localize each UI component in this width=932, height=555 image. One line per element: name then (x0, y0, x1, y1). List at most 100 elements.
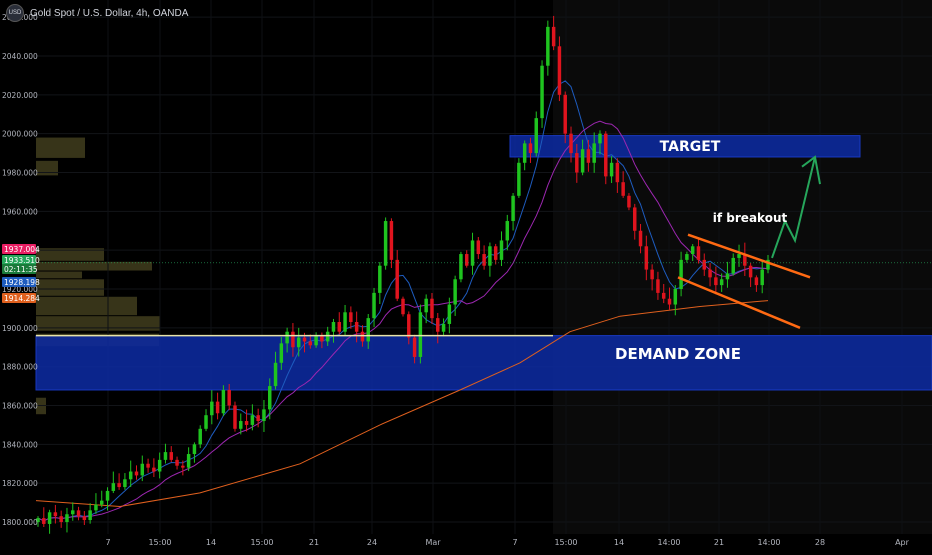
candle-body (163, 452, 168, 460)
candle-body (586, 149, 591, 163)
candle-body (36, 518, 40, 522)
candle-body (65, 514, 69, 522)
candle-body (250, 415, 255, 425)
candle-body (308, 341, 313, 346)
candle-body (169, 452, 173, 460)
candle-body (436, 318, 440, 332)
candle-body (488, 246, 492, 266)
x-tick-label: 21 (714, 538, 724, 547)
volume-profile-bar (36, 160, 58, 176)
x-tick-label: 14 (614, 538, 624, 547)
x-tick-label: 28 (815, 538, 825, 547)
candle-body (192, 444, 197, 455)
candle-body (134, 471, 139, 476)
candle-body (656, 279, 660, 293)
y-tick-label: 1800.000 (2, 518, 38, 527)
currency-badge[interactable]: USD (6, 4, 24, 22)
candle-body (395, 259, 399, 299)
x-tick-label: 14 (206, 538, 216, 547)
candle-body (766, 259, 770, 270)
candle-body (748, 265, 753, 278)
candle-body (401, 298, 405, 315)
candle-body (534, 118, 538, 154)
candle-body (291, 331, 295, 348)
y-tick-label: 1960.000 (2, 207, 38, 216)
candle-body (349, 312, 353, 323)
breakout-arrowhead (801, 155, 821, 185)
ma-slow-line (35, 300, 769, 508)
x-tick-label: Apr (895, 538, 910, 547)
price-axis-label-box (2, 244, 36, 254)
candle-body (378, 265, 382, 293)
candle-body (441, 323, 446, 332)
y-tick-label: 1840.000 (2, 440, 38, 449)
candle-body (117, 483, 121, 488)
session-shade (553, 0, 932, 534)
candle-body (563, 94, 567, 134)
volume-profile-bar (36, 261, 152, 271)
candle-body (256, 415, 260, 422)
candle-body (743, 254, 747, 266)
candle-body (633, 207, 637, 231)
candle-body (210, 401, 214, 416)
candle-body (667, 298, 672, 305)
candle-body (459, 254, 463, 280)
candle-body (546, 26, 550, 66)
candle-body (88, 510, 92, 521)
symbol-title: Gold Spot / U.S. Dollar, 4h, OANDA (30, 7, 189, 19)
candle-body (175, 459, 179, 466)
candle-body (296, 337, 301, 348)
x-tick-label: 14:00 (757, 538, 780, 547)
candle-body (661, 292, 666, 299)
candle-body (140, 463, 145, 476)
y-tick-label: 1920.000 (2, 285, 38, 294)
candle-body (528, 143, 533, 154)
candle-body (476, 240, 481, 255)
target-zone (509, 135, 861, 158)
candle-body (146, 463, 150, 468)
candle-body (470, 240, 475, 266)
candle-body (627, 195, 631, 208)
price-axis-label: 1937.004 (4, 245, 40, 254)
candle-body (343, 312, 347, 332)
candle-body (325, 331, 330, 342)
target-label: TARGET (660, 139, 721, 155)
candle-body (430, 298, 434, 319)
candle-body (233, 405, 237, 429)
candles (36, 15, 770, 534)
candle-body (615, 162, 620, 183)
x-tick-label: 21 (309, 538, 319, 547)
candle-body (239, 421, 243, 429)
candle-body (673, 289, 678, 305)
x-tick-label: 15:00 (250, 538, 273, 547)
symbol-header: USD Gold Spot / U.S. Dollar, 4h, OANDA (6, 4, 188, 22)
candle-body (279, 343, 284, 363)
candle-body (719, 279, 724, 286)
candle-body (754, 277, 759, 286)
candle-body (123, 479, 127, 488)
channel-lower-line (677, 276, 801, 329)
axes: 1800.000 1820.000 1840.000 1860.000 1880.000… (2, 13, 910, 547)
y-tick-label: 1880.000 (2, 363, 38, 372)
grid (36, 0, 932, 534)
candle-body (204, 415, 208, 429)
candle-body (517, 162, 521, 196)
candle-body (383, 221, 388, 266)
x-tick-label: 15:00 (554, 538, 577, 547)
x-tick-label: Mar (425, 538, 441, 547)
candle-body (447, 304, 452, 324)
candle-body (708, 269, 712, 278)
candle-body (511, 195, 515, 222)
candle-body (186, 454, 191, 468)
y-tick-label: 2020.000 (2, 91, 38, 100)
candle-body (725, 273, 730, 280)
candle-body (499, 240, 504, 260)
candle-body (580, 149, 585, 173)
volume-profile-bar (36, 296, 137, 316)
demand-zone (35, 335, 932, 391)
candle-body (331, 322, 336, 332)
candle-body (59, 516, 63, 522)
candle-body (464, 254, 469, 266)
